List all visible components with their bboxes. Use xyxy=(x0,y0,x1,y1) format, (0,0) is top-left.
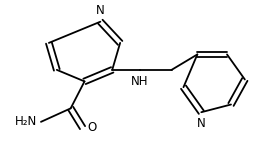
Text: H₂N: H₂N xyxy=(15,115,37,128)
Text: N: N xyxy=(96,4,105,17)
Text: O: O xyxy=(87,121,97,134)
Text: N: N xyxy=(197,117,206,130)
Text: NH: NH xyxy=(131,75,149,88)
